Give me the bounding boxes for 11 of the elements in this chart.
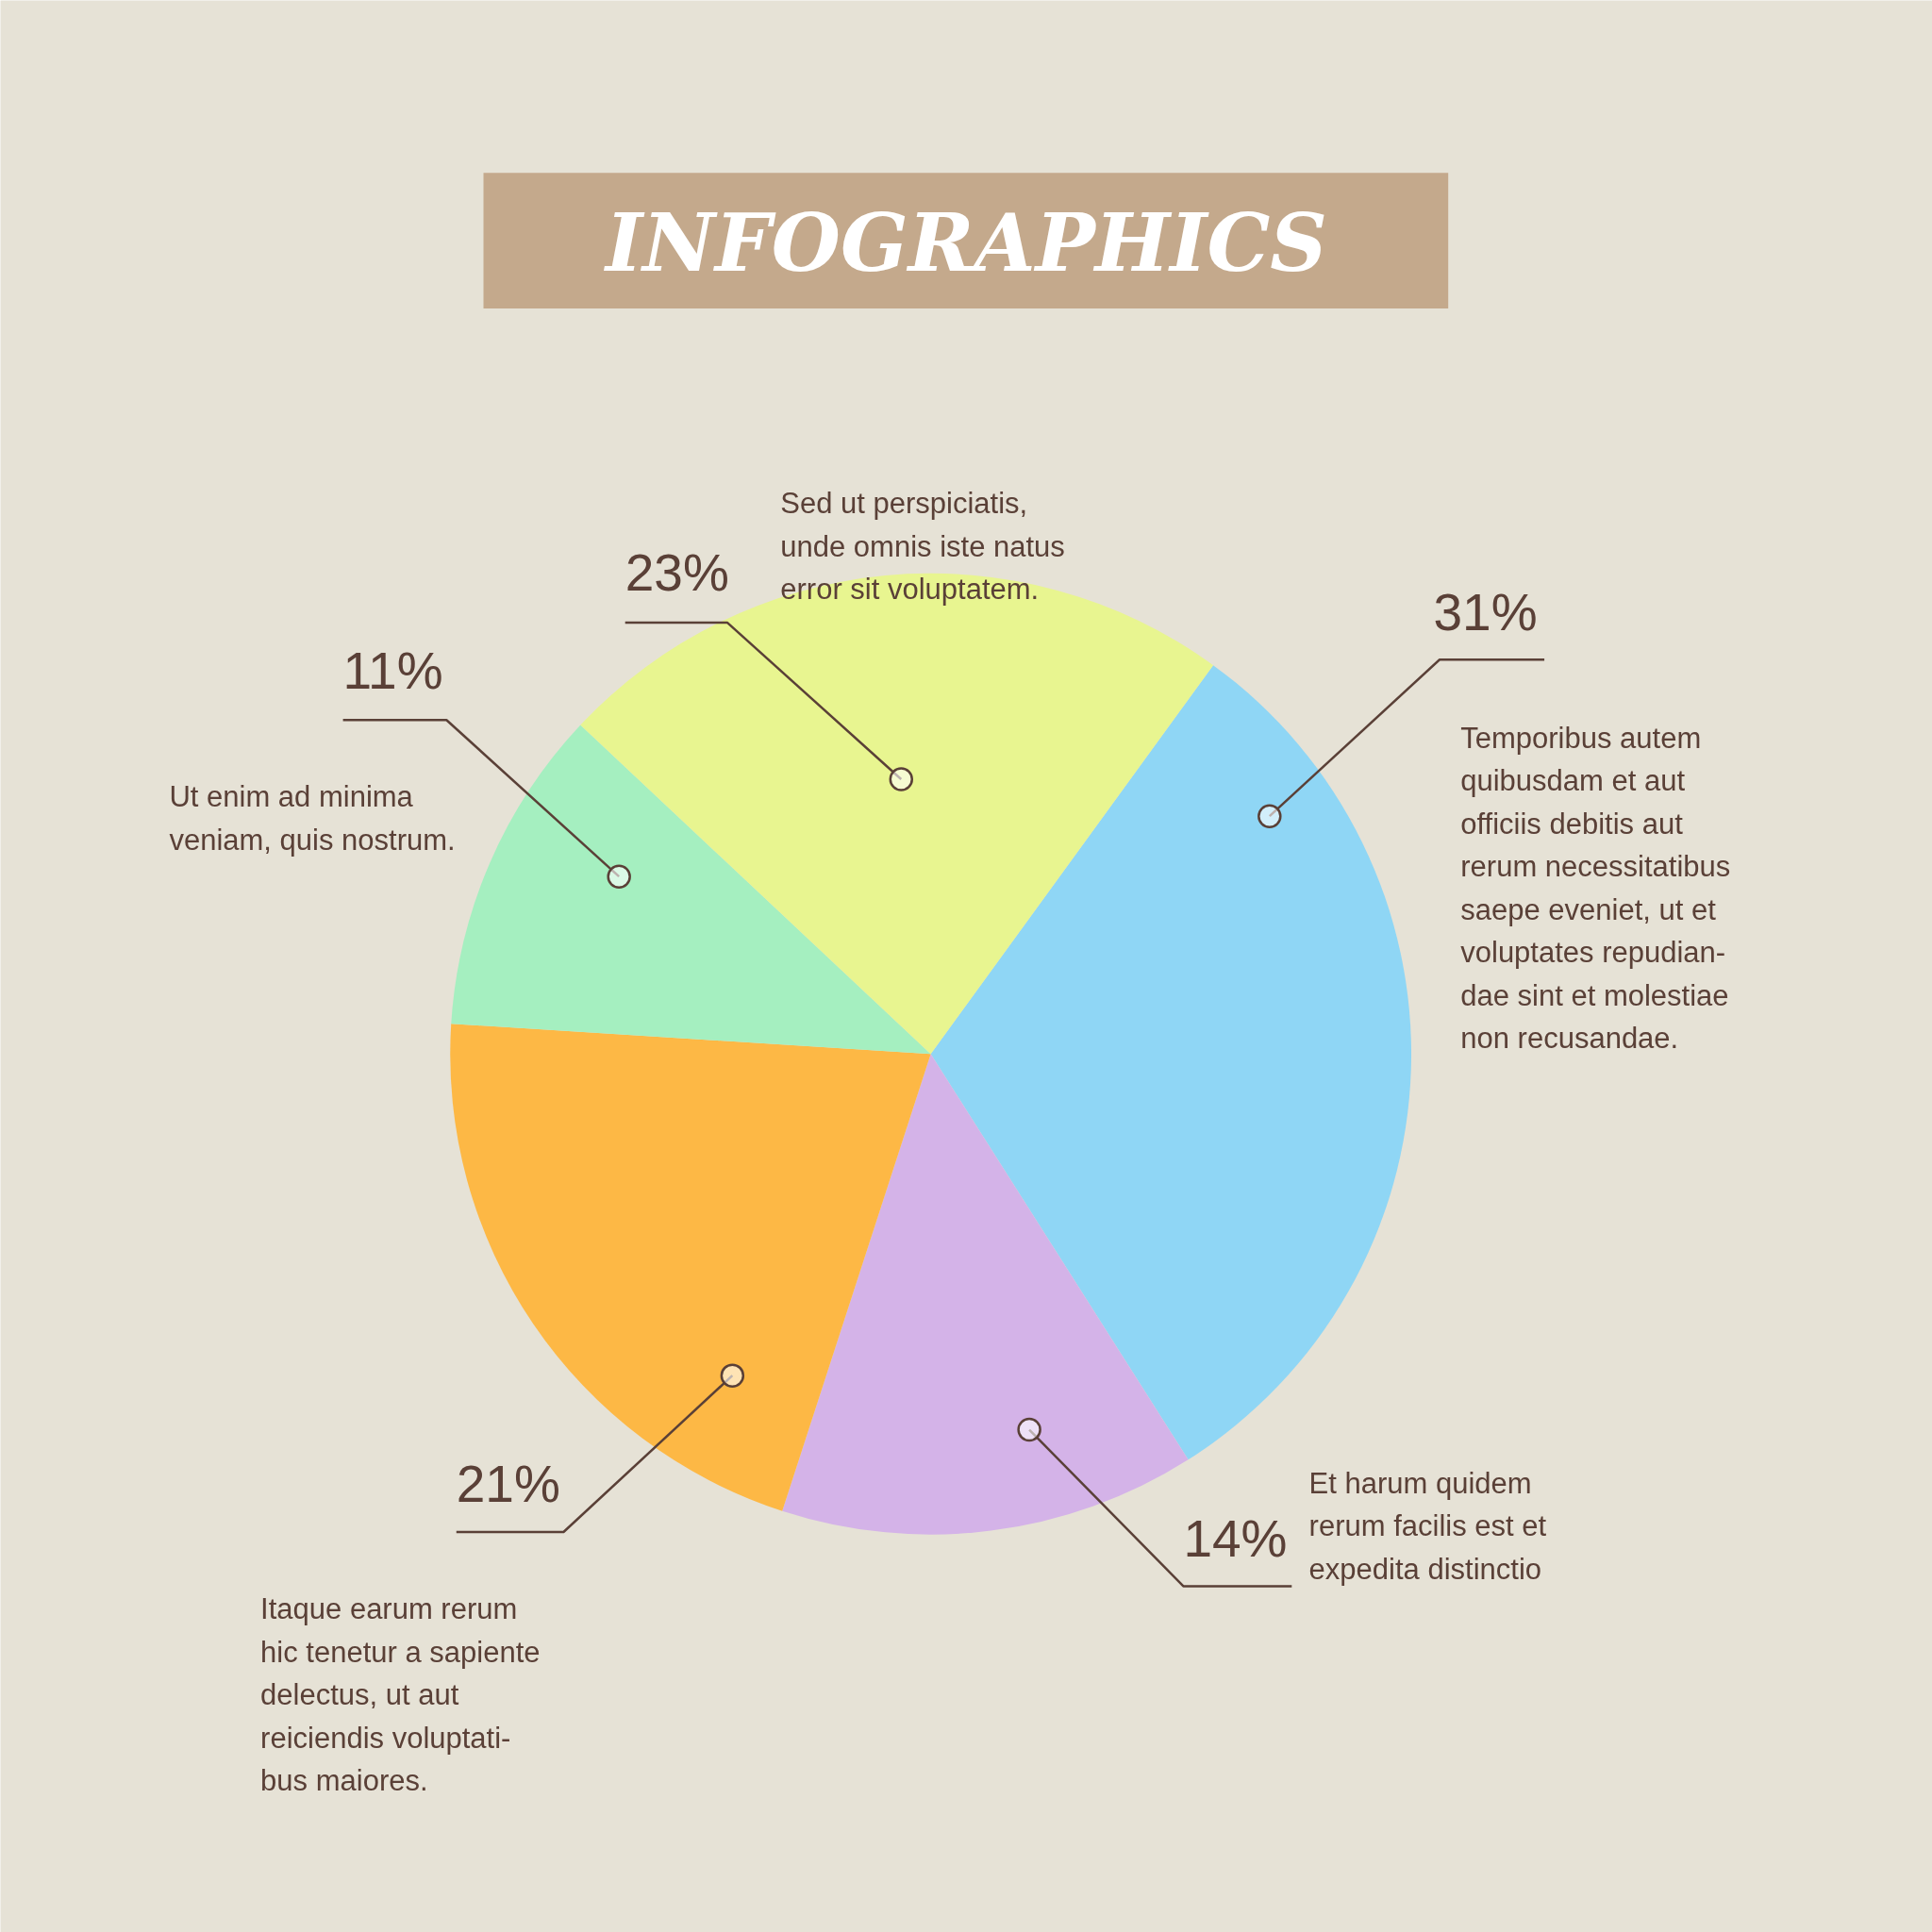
data-label: 21% bbox=[456, 1455, 560, 1514]
slice-label: Et harum quidem rerum facilis est et expedita distinctio bbox=[1308, 1466, 1547, 1586]
data-label: 31% bbox=[1433, 582, 1538, 641]
slice-label: Ut enim ad minima veniam, quis nostrum. bbox=[169, 780, 456, 857]
slice-label: Itaque earum rerum hic tenetur a sapiente delectus, ut aut reiciendis voluptati- bus maiores. bbox=[260, 1592, 541, 1798]
slice-label: Sed ut perspiciatis, unde omnis iste natus error sit voluptatem. bbox=[780, 487, 1065, 607]
chart-title: INFOGRAPHICS bbox=[604, 196, 1327, 291]
data-label: 11% bbox=[342, 641, 443, 701]
data-label: 14% bbox=[1183, 1508, 1288, 1568]
slice-label: Temporibus autem quibusdam et aut officiis debitis aut rerum necessitatibus saepe eveniet, ut et voluptates repudian- dae sint et molestiae non recusandae. bbox=[1460, 721, 1731, 1056]
data-label: 23% bbox=[625, 542, 729, 602]
